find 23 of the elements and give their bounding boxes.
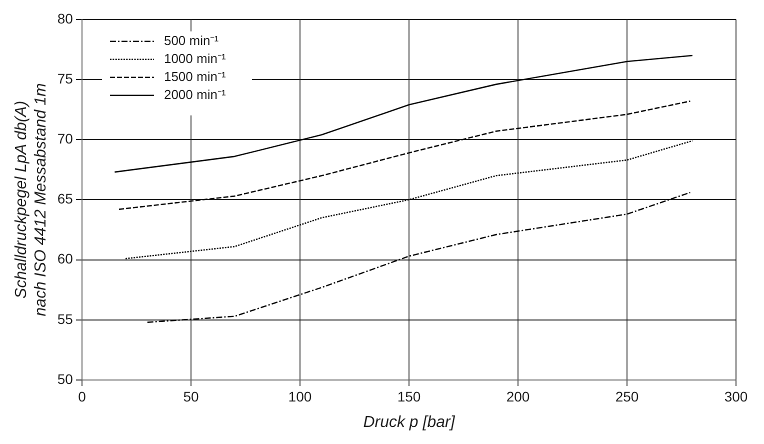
x-tick-label: 200 [506, 388, 530, 404]
line-series [124, 140, 694, 260]
legend-label: 1000 min⁻¹ [164, 50, 226, 66]
x-tick-label: 150 [397, 388, 421, 404]
y-axis-title: Schalldruckpegel LpA db(A) nach ISO 4412 Messabstand 1m [13, 83, 50, 316]
legend-label: 1500 min⁻¹ [164, 68, 226, 84]
line-series [118, 100, 691, 210]
y-tick-label: 80 [57, 10, 74, 26]
x-tick-label: 300 [724, 388, 748, 404]
x-tick-label: 50 [183, 388, 199, 404]
x-axis-title: Druck p [bar] [363, 414, 456, 431]
y-tick-label: 65 [57, 190, 74, 207]
y-tick-label: 75 [57, 70, 74, 86]
y-tick-label: 50 [57, 370, 74, 387]
x-tick-label: 0 [78, 388, 86, 404]
legend-label: 2000 min⁻¹ [164, 86, 226, 102]
x-tick-label: 100 [288, 388, 312, 404]
line-series [146, 192, 691, 323]
y-tick-label: 70 [57, 130, 74, 146]
y-tick-label: 55 [57, 310, 74, 327]
y-tick-label: 60 [57, 250, 74, 267]
x-tick-label: 250 [615, 388, 639, 404]
legend-label: 500 min⁻¹ [164, 32, 220, 48]
